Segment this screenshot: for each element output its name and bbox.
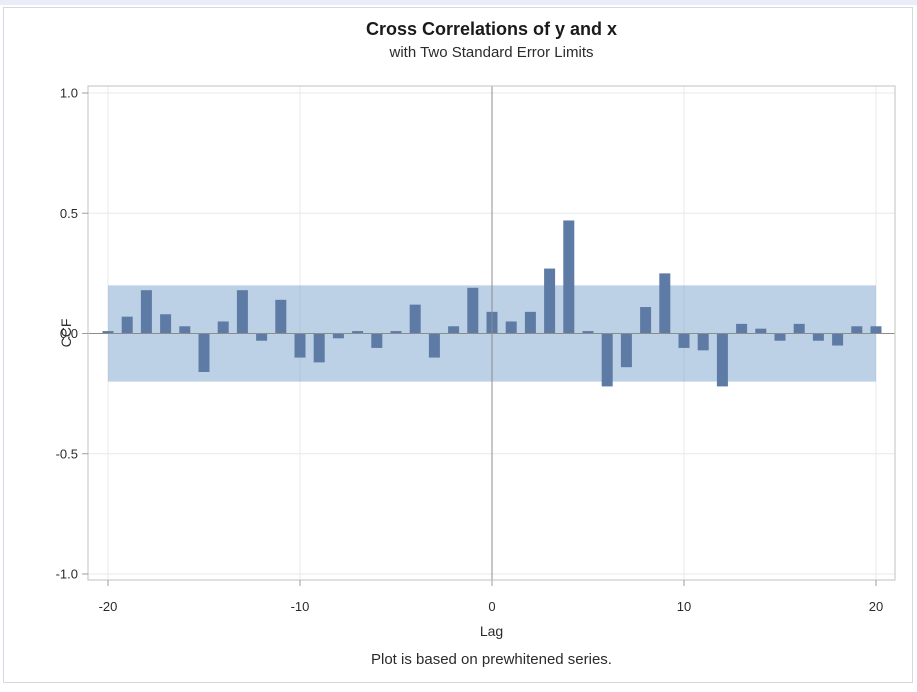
ccf-bar-lag--20 <box>102 331 114 334</box>
ccf-bar-lag--6 <box>371 333 383 348</box>
ccf-bar-lag-15 <box>774 333 786 341</box>
ccf-bar-lag--8 <box>332 333 344 339</box>
ccf-bar-lag--17 <box>160 314 172 334</box>
x-tick-label: 0 <box>488 599 495 614</box>
y-tick-label: 0.5 <box>60 206 78 221</box>
ccf-bar-lag--16 <box>179 326 191 334</box>
ccf-bar-lag--1 <box>467 287 479 334</box>
ccf-bar-lag-12 <box>716 333 728 387</box>
ccf-bar-lag-7 <box>620 333 632 368</box>
ccf-bar-lag--3 <box>428 333 440 358</box>
ccf-bar-lag-17 <box>812 333 824 341</box>
ccf-bars <box>102 220 882 387</box>
ccf-bar-lag-9 <box>659 273 671 334</box>
ccf-bar-lag-18 <box>832 333 844 346</box>
ccf-bar-lag-13 <box>736 323 748 334</box>
x-tick-label: 20 <box>869 599 883 614</box>
ccf-bar-lag--4 <box>409 304 421 334</box>
ccf-bar-lag-11 <box>697 333 709 351</box>
ccf-bar-lag--2 <box>448 326 460 334</box>
ccf-bar-lag-20 <box>870 326 882 334</box>
y-tick-label: -0.5 <box>56 446 78 461</box>
ccf-bar-lag-19 <box>851 326 863 334</box>
ccf-bar-lag--15 <box>198 333 210 372</box>
ccf-bar-lag-14 <box>755 328 767 334</box>
x-tick-label: -10 <box>291 599 310 614</box>
chart-subtitle: with Two Standard Error Limits <box>389 44 594 61</box>
chart-footnote: Plot is based on prewhitened series. <box>371 651 612 668</box>
ccf-bar-lag-2 <box>524 311 536 334</box>
y-tick-label: 0.0 <box>60 326 78 341</box>
chart-title: Cross Correlations of y and x <box>365 19 618 39</box>
ccf-bar-lag--19 <box>121 316 133 334</box>
ccf-bar-lag--11 <box>275 299 287 334</box>
ccf-bar-lag--5 <box>390 331 402 334</box>
y-tick-label: -1.0 <box>56 567 78 582</box>
ccf-bar-lag-1 <box>505 321 517 334</box>
ccf-bar-lag-4 <box>563 220 575 334</box>
ccf-bar-lag-5 <box>582 331 594 334</box>
ccf-bar-lag--10 <box>294 333 306 358</box>
top-edge-strip <box>0 0 917 5</box>
ccf-bar-lag--9 <box>313 333 325 363</box>
ccf-bar-lag--14 <box>217 321 229 334</box>
x-tick-label: 10 <box>677 599 691 614</box>
ccf-bar-lag--7 <box>352 331 364 334</box>
ccf-bar-lag-8 <box>640 307 652 334</box>
y-axis-label: CCF <box>58 319 74 348</box>
ccf-bar-lag--13 <box>236 290 248 334</box>
ccf-bar-lag-16 <box>793 323 805 334</box>
ccf-bar-lag-6 <box>601 333 613 387</box>
ccf-bar-lag--18 <box>140 290 152 334</box>
ccf-bar-lag--12 <box>256 333 268 341</box>
x-axis-label: Lag <box>480 623 503 639</box>
ccf-bar-lag-10 <box>678 333 690 348</box>
x-tick-label: -20 <box>99 599 118 614</box>
ccf-bar-lag-3 <box>544 268 556 334</box>
y-tick-label: 1.0 <box>60 86 78 101</box>
